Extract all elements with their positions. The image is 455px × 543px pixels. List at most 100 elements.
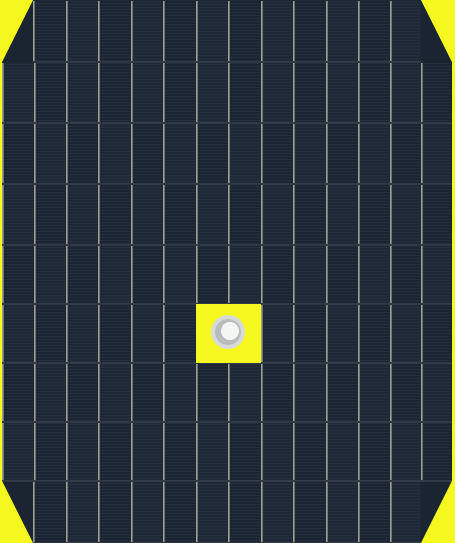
panel-cell (34, 184, 66, 245)
panel-seam (228, 364, 230, 421)
panel-seam (66, 185, 68, 244)
panel-cell (66, 422, 98, 481)
panel-cell (34, 62, 66, 123)
panel-cell (196, 481, 228, 543)
panel-cell (326, 422, 358, 481)
panel-cell (66, 62, 98, 123)
panel-cell (98, 422, 131, 481)
panel-seam (261, 364, 263, 421)
panel-cell (34, 245, 66, 304)
panel-seam (196, 364, 198, 421)
panel-cell (421, 62, 452, 123)
panel-cell (131, 363, 163, 422)
panel-seam (293, 305, 295, 362)
panel-cell (293, 481, 326, 543)
panel-seam (131, 482, 133, 542)
panel-seam (326, 423, 328, 480)
panel-cell (326, 184, 358, 245)
panel-cell (293, 422, 326, 481)
panel-seam (131, 305, 133, 362)
panel-cell (390, 304, 421, 363)
panel-seam (228, 423, 230, 480)
panel-seam (66, 364, 68, 421)
panel-seam (98, 246, 100, 303)
panel-cell (261, 123, 293, 184)
panel-cell (326, 304, 358, 363)
panel-seam (34, 63, 36, 122)
panel-cell (326, 123, 358, 184)
row-divider (33, 61, 421, 63)
panel-cell (390, 62, 421, 123)
panel-seam (326, 305, 328, 362)
panel-seam (131, 246, 133, 303)
panel-cell (390, 123, 421, 184)
panel-cell (163, 184, 196, 245)
panel-seam (33, 482, 35, 542)
panel-cell (261, 62, 293, 123)
panel-cell (293, 62, 326, 123)
panel-cell (293, 123, 326, 184)
panel-seam (34, 185, 36, 244)
panel-cell (2, 184, 34, 245)
panel-cell (326, 363, 358, 422)
panel-cell (196, 422, 228, 481)
panel-cell (293, 245, 326, 304)
panel-seam (2, 124, 4, 183)
panel-cell (390, 0, 421, 62)
panel-seam (421, 185, 423, 244)
panel-seam (2, 364, 4, 421)
panel-seam (163, 364, 165, 421)
panel-cell (66, 123, 98, 184)
panel-cell (358, 363, 390, 422)
panel-seam (196, 63, 198, 122)
panel-cell (98, 62, 131, 123)
panel-seam (33, 1, 35, 61)
panel-cell (98, 245, 131, 304)
panel-cell (326, 62, 358, 123)
panel-seam (196, 482, 198, 542)
panel-seam (98, 482, 100, 542)
panel-cell (261, 481, 293, 543)
panel-cell (2, 422, 34, 481)
panel-seam (261, 63, 263, 122)
panel-cell (2, 123, 34, 184)
panel-cell (358, 481, 390, 543)
panel-seam (261, 1, 263, 61)
panel-cell (98, 184, 131, 245)
panel-cell (98, 304, 131, 363)
panel-seam (421, 246, 423, 303)
panel-seam (131, 63, 133, 122)
panel-cell (98, 363, 131, 422)
panel-cell (66, 0, 98, 62)
panel-cell (293, 304, 326, 363)
panel-seam (261, 246, 263, 303)
panel-seam (293, 423, 295, 480)
panel-cell (196, 62, 228, 123)
corner-top-right (421, 0, 455, 62)
panel-cell (293, 184, 326, 245)
panel-seam (293, 246, 295, 303)
panel-cell (421, 363, 452, 422)
panel-cell (2, 245, 34, 304)
panel-seam (293, 124, 295, 183)
panel-cell (131, 245, 163, 304)
panel-seam (34, 364, 36, 421)
panel-seam (390, 423, 392, 480)
panel-cell (358, 304, 390, 363)
panel-seam (326, 124, 328, 183)
panel-cell (228, 184, 261, 245)
panel-seam (326, 364, 328, 421)
panel-seam (196, 423, 198, 480)
panel-seam (131, 1, 133, 61)
panel-cell (131, 0, 163, 62)
panel-seam (358, 246, 360, 303)
panel-cell (358, 123, 390, 184)
panel-seam (390, 1, 392, 61)
panel-seam (196, 185, 198, 244)
panel-seam (163, 305, 165, 362)
panel-seam (66, 1, 68, 61)
panel-seam (131, 423, 133, 480)
panel-cell (98, 0, 131, 62)
panel-seam (163, 1, 165, 61)
panel-seam (293, 364, 295, 421)
